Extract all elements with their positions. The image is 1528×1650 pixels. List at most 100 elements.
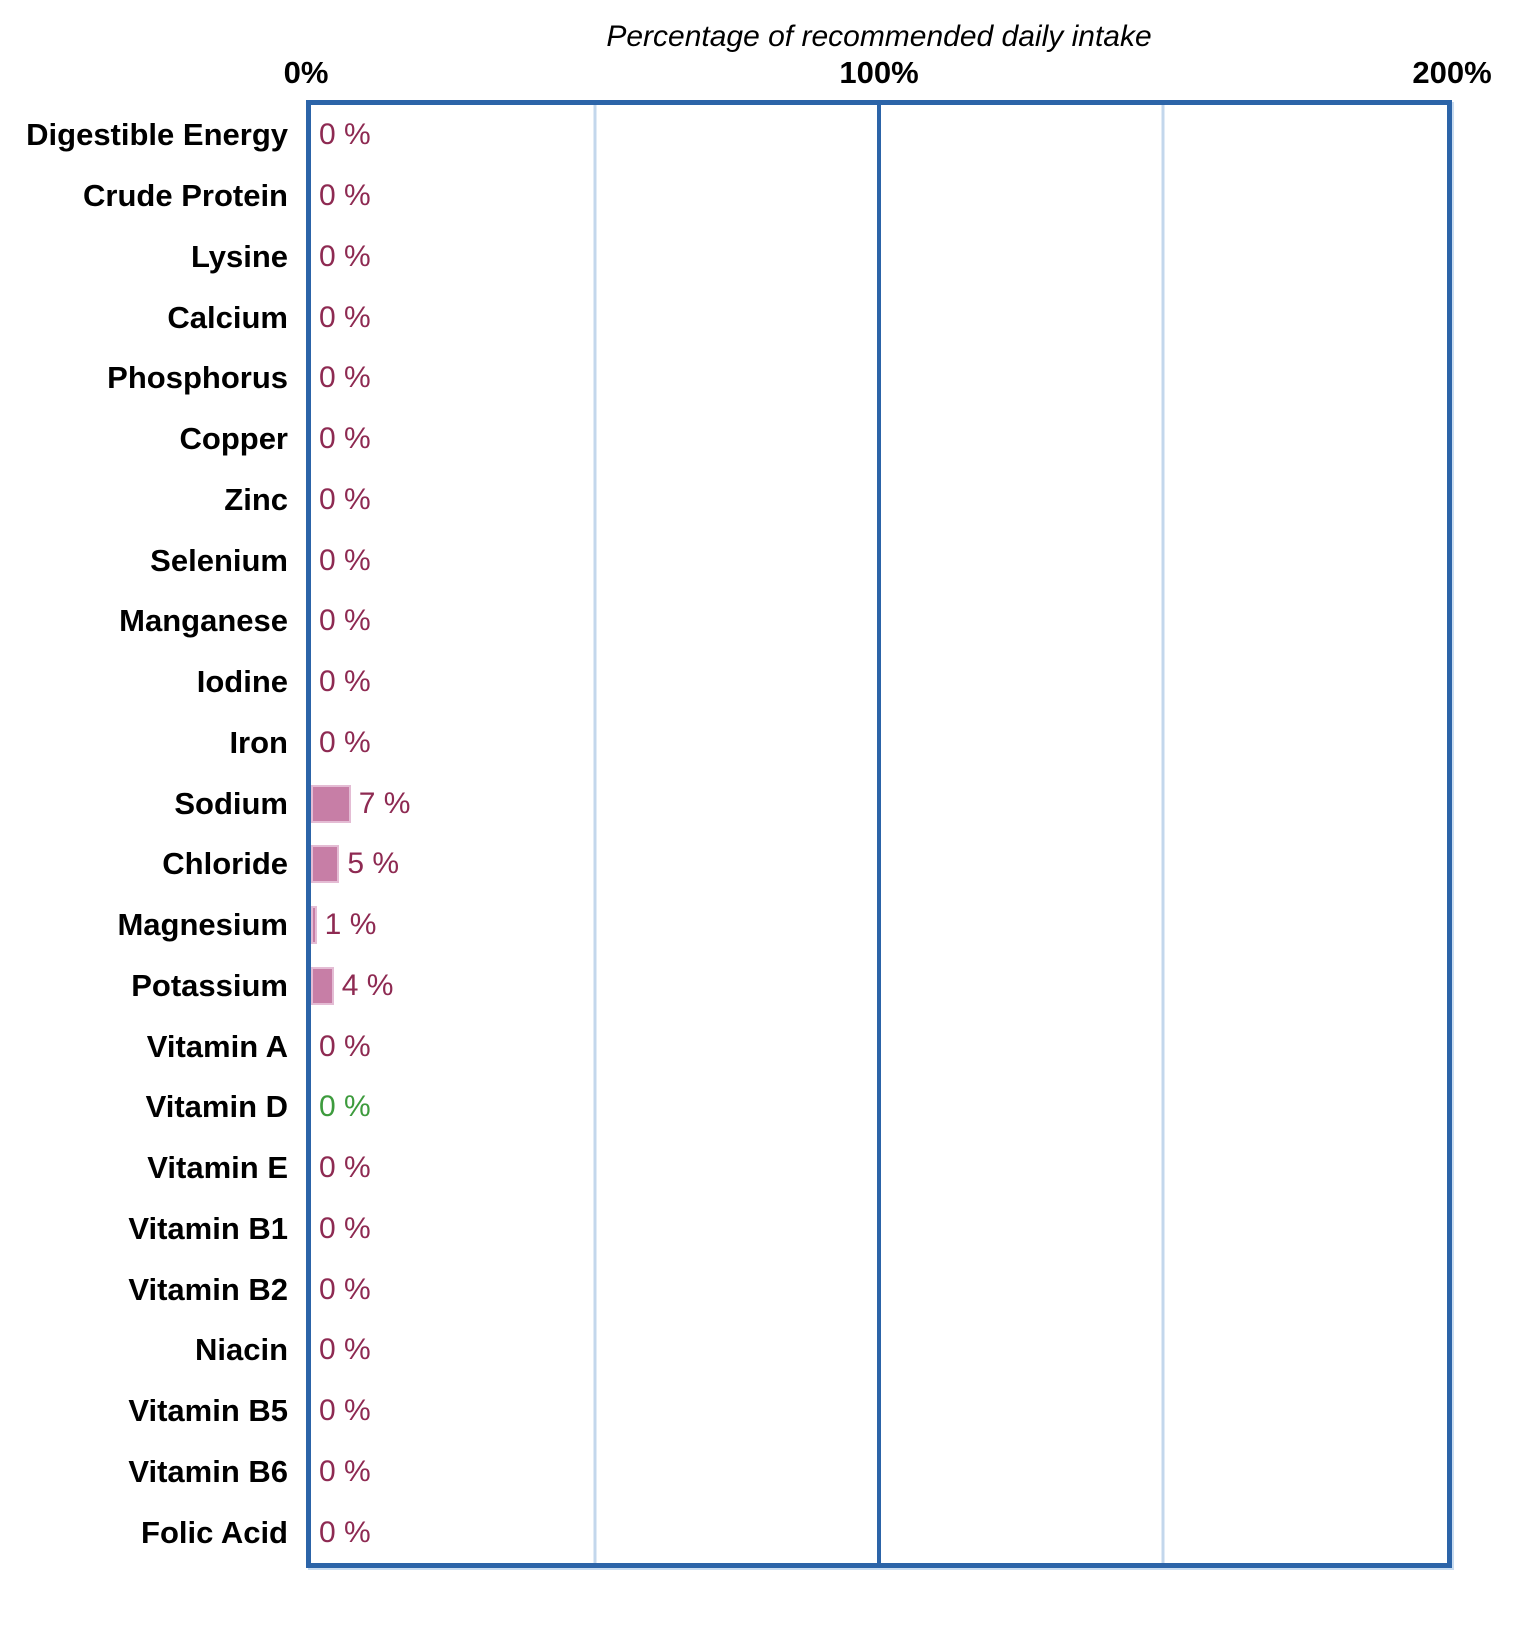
category-label: Chloride [162,846,288,882]
row-plot: 1 % [311,895,1528,956]
chart-row: Vitamin B1 0 % [0,1199,1528,1260]
chart-rows: Digestible Energy 0 % Crude Protein 0 % … [0,105,1528,1563]
value-label: 0 % [319,604,371,638]
value-label: 0 % [319,482,371,516]
chart-row: Lysine 0 % [0,227,1528,288]
row-plot: 0 % [311,1016,1528,1077]
category-label: Crude Protein [83,178,288,214]
row-plot: 0 % [311,287,1528,348]
row-plot: 0 % [311,1502,1528,1563]
category-label: Vitamin B2 [128,1271,288,1307]
row-plot: 0 % [311,1381,1528,1442]
chart-row: Niacin 0 % [0,1320,1528,1381]
plot-area [306,100,1452,1568]
value-label: 5 % [347,847,400,881]
value-label: 0 % [319,1272,371,1306]
chart-row: Digestible Energy 0 % [0,105,1528,166]
category-label: Selenium [150,542,288,578]
value-label: 0 % [319,1151,371,1185]
row-plot: 7 % [311,773,1528,834]
row-plot: 0 % [311,409,1528,470]
value-label: 4 % [341,968,394,1002]
category-label: Manganese [119,603,288,639]
category-label: Zinc [224,481,288,517]
chart-row: Manganese 0 % [0,591,1528,652]
chart-row: Vitamin B5 0 % [0,1381,1528,1442]
chart-row: Crude Protein 0 % [0,166,1528,227]
row-plot: 0 % [311,1442,1528,1503]
row-plot: 0 % [311,530,1528,591]
chart-row: Vitamin D 0 % [0,1077,1528,1138]
category-label: Sodium [174,785,288,821]
value-label: 0 % [319,1454,371,1488]
row-plot: 0 % [311,1320,1528,1381]
value-label: 0 % [319,1211,371,1245]
value-label: 0 % [319,118,371,152]
value-label: 0 % [319,1333,371,1367]
category-label: Potassium [131,967,288,1003]
row-plot: 0 % [311,227,1528,288]
row-plot: 0 % [311,1199,1528,1260]
row-plot: 4 % [311,956,1528,1017]
chart-row: Calcium 0 % [0,287,1528,348]
value-label: 0 % [319,239,371,273]
category-label: Magnesium [117,907,288,943]
chart-row: Zinc 0 % [0,470,1528,531]
category-label: Digestible Energy [26,117,288,153]
value-label: 0 % [319,1029,371,1063]
row-plot: 0 % [311,591,1528,652]
bar [311,906,317,945]
chart-row: Chloride 5 % [0,834,1528,895]
chart-row: Sodium 7 % [0,773,1528,834]
category-label: Iron [229,724,288,760]
chart-row: Vitamin B6 0 % [0,1442,1528,1503]
row-plot: 0 % [311,166,1528,227]
value-label: 7 % [358,786,411,820]
category-label: Vitamin B5 [128,1393,288,1429]
row-plot: 0 % [311,105,1528,166]
chart-row: Vitamin A 0 % [0,1016,1528,1077]
chart-row: Potassium 4 % [0,956,1528,1017]
bar [311,784,351,823]
x-tick-label: 100% [839,55,919,90]
value-label: 0 % [319,361,371,395]
category-label: Folic Acid [141,1514,288,1550]
bar [311,966,334,1005]
value-label: 0 % [319,179,371,213]
value-label: 0 % [319,1394,371,1428]
value-label: 0 % [319,543,371,577]
bar [311,845,340,884]
category-label: Niacin [194,1332,288,1368]
gridline-minor [1161,105,1165,1563]
row-plot: 0 % [311,348,1528,409]
chart-row: Selenium 0 % [0,530,1528,591]
category-label: Vitamin A [146,1028,288,1064]
x-tick-label: 200% [1412,55,1492,90]
chart-row: Magnesium 1 % [0,895,1528,956]
chart-row: Copper 0 % [0,409,1528,470]
chart-row: Vitamin E 0 % [0,1138,1528,1199]
category-label: Calcium [167,299,288,335]
chart-row: Folic Acid 0 % [0,1502,1528,1563]
category-label: Vitamin B6 [128,1453,288,1489]
row-plot: 0 % [311,1138,1528,1199]
gridline-minor [593,105,597,1563]
value-label: 0 % [319,422,371,456]
category-label: Copper [179,421,289,457]
chart-row: Iron 0 % [0,713,1528,774]
value-label: 0 % [319,725,371,759]
value-label: 0 % [319,1090,371,1124]
row-plot: 0 % [311,1077,1528,1138]
x-tick-label: 0% [283,55,329,90]
chart-row: Phosphorus 0 % [0,348,1528,409]
category-label: Lysine [190,238,288,274]
chart-row: Vitamin B2 0 % [0,1259,1528,1320]
gridline-major [877,105,881,1563]
value-label: 0 % [319,665,371,699]
value-label: 0 % [319,1515,371,1549]
row-plot: 0 % [311,652,1528,713]
category-label: Vitamin B1 [128,1210,288,1246]
row-plot: 5 % [311,834,1528,895]
value-label: 1 % [324,908,377,942]
